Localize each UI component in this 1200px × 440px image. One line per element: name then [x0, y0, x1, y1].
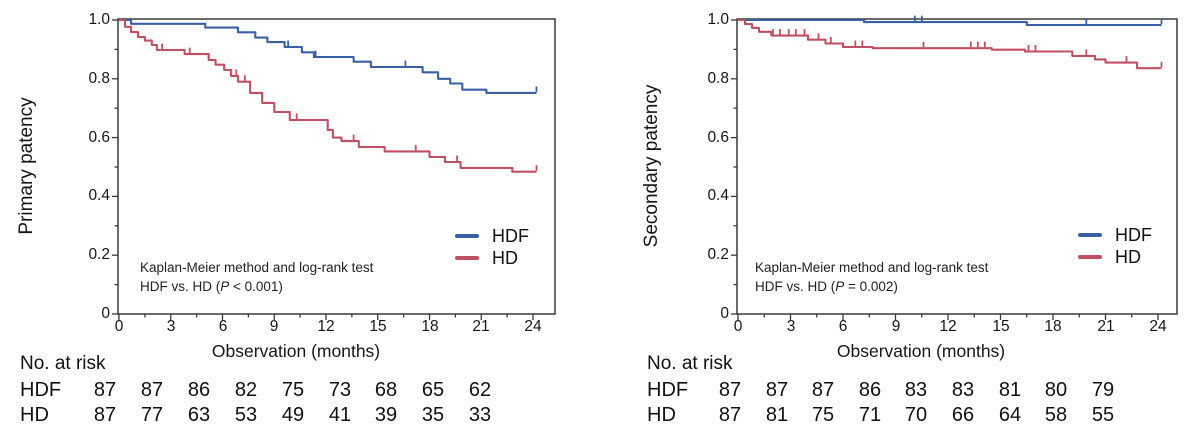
risk-count: 63 — [187, 404, 211, 426]
risk-count: 86 — [858, 379, 882, 401]
risk-count: 87 — [93, 404, 117, 426]
stats-annotation: Kaplan-Meier method and log-rank test HD… — [755, 258, 988, 296]
x-tick-label: 24 — [1149, 318, 1167, 335]
x-tick-label: 0 — [114, 318, 124, 335]
risk-row-label-hd: HD — [647, 404, 676, 426]
x-tick-label: 15 — [369, 318, 387, 335]
risk-count: 80 — [1044, 379, 1068, 401]
risk-count: 39 — [374, 404, 398, 426]
risk-count: 64 — [998, 404, 1022, 426]
x-tick-label: 9 — [891, 318, 901, 335]
risk-row-label-hdf: HDF — [20, 379, 62, 401]
stats-annotation-line1: Kaplan-Meier method and log-rank test — [140, 260, 374, 275]
x-tick-label: 6 — [838, 318, 848, 335]
risk-row-label-hdf: HDF — [647, 379, 689, 401]
x-tick-label: 24 — [524, 318, 542, 335]
risk-count: 75 — [811, 404, 835, 426]
x-tick-label: 18 — [421, 318, 439, 335]
x-tick-label: 21 — [472, 318, 490, 335]
y-tick-label: 0.4 — [88, 187, 110, 204]
legend-swatch-hd — [1078, 255, 1102, 259]
x-tick-label: 12 — [939, 318, 957, 335]
y-tick-label: 1.0 — [707, 11, 729, 28]
risk-count: 62 — [468, 379, 492, 401]
risk-count: 87 — [765, 379, 789, 401]
y-tick-label: 0 — [720, 305, 729, 322]
y-axis-title: Secondary patency — [641, 84, 662, 248]
stats-annotation-line2: HDF vs. HD (P < 0.001) — [140, 279, 283, 294]
risk-count: 81 — [998, 379, 1022, 401]
legend-swatch-hdf — [455, 234, 479, 238]
risk-count: 41 — [328, 404, 352, 426]
risk-count: 83 — [951, 379, 975, 401]
y-tick-label: 0.2 — [88, 246, 110, 263]
y-tick-label: 0.8 — [707, 70, 729, 87]
risk-count: 82 — [234, 379, 258, 401]
y-tick-label: 0.8 — [88, 70, 110, 87]
legend-label-hd: HD — [1115, 247, 1141, 267]
y-tick-label: 0 — [101, 305, 110, 322]
y-tick-label: 0.6 — [707, 129, 729, 146]
risk-count: 73 — [328, 379, 352, 401]
risk-count: 86 — [187, 379, 211, 401]
x-tick-label: 9 — [269, 318, 279, 335]
legend-swatch-hdf — [1078, 233, 1102, 237]
y-axis-title: Primary patency — [16, 97, 37, 235]
risk-count: 49 — [281, 404, 305, 426]
risk-row-label-hd: HD — [20, 404, 49, 426]
x-tick-label: 0 — [733, 318, 743, 335]
risk-count: 81 — [765, 404, 789, 426]
p-symbol: P — [220, 279, 230, 294]
risk-count: 70 — [904, 404, 928, 426]
y-tick-label: 0.6 — [88, 129, 110, 146]
stats-annotation-line1: Kaplan-Meier method and log-rank test — [755, 260, 989, 275]
x-tick-label: 3 — [786, 318, 796, 335]
legend-swatch-hd — [455, 256, 479, 260]
y-tick-label: 0.4 — [707, 187, 729, 204]
x-axis-title: Observation (months) — [836, 341, 1006, 361]
risk-count: 33 — [468, 404, 492, 426]
risk-count: 83 — [904, 379, 928, 401]
risk-count: 35 — [421, 404, 445, 426]
risk-count: 75 — [281, 379, 305, 401]
legend-label-hdf: HDF — [1115, 225, 1152, 245]
risk-count: 87 — [140, 379, 164, 401]
x-tick-label: 12 — [317, 318, 335, 335]
risk-count: 58 — [1044, 404, 1068, 426]
x-tick-label: 21 — [1097, 318, 1115, 335]
legend-label-hd: HD — [492, 248, 518, 268]
risk-table-title: No. at risk — [20, 353, 106, 374]
p-symbol: P — [835, 279, 845, 294]
x-tick-label: 6 — [218, 318, 228, 335]
risk-count: 68 — [374, 379, 398, 401]
risk-count: 87 — [718, 379, 742, 401]
risk-count: 53 — [234, 404, 258, 426]
risk-count: 79 — [1091, 379, 1115, 401]
x-axis-title: Observation (months) — [211, 341, 381, 361]
y-tick-label: 0.2 — [707, 246, 729, 263]
x-tick-label: 3 — [166, 318, 176, 335]
stats-annotation: Kaplan-Meier method and log-rank test HD… — [140, 258, 373, 296]
risk-table-title: No. at risk — [647, 353, 733, 374]
risk-count: 87 — [811, 379, 835, 401]
x-tick-label: 15 — [992, 318, 1010, 335]
risk-count: 87 — [93, 379, 117, 401]
stats-annotation-line2: HDF vs. HD (P = 0.002) — [755, 279, 898, 294]
risk-count: 55 — [1091, 404, 1115, 426]
y-tick-label: 1.0 — [88, 11, 110, 28]
legend-label-hdf: HDF — [492, 226, 529, 246]
risk-count: 77 — [140, 404, 164, 426]
risk-count: 71 — [858, 404, 882, 426]
risk-count: 87 — [718, 404, 742, 426]
risk-count: 66 — [951, 404, 975, 426]
risk-count: 65 — [421, 379, 445, 401]
x-tick-label: 18 — [1044, 318, 1062, 335]
